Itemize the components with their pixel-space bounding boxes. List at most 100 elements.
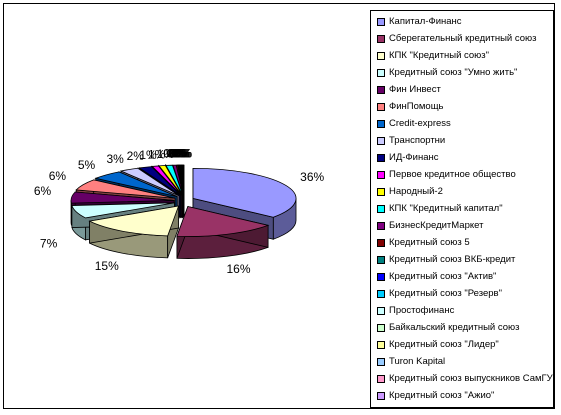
legend-item: ИД-Финанс [377, 149, 553, 166]
data-label: 0% [171, 147, 189, 161]
pie-slice [176, 206, 270, 259]
legend-label: Первое кредитное общество [389, 169, 516, 180]
legend-swatch [377, 51, 385, 60]
data-label: 0% [173, 147, 191, 161]
legend-swatch [377, 374, 385, 383]
legend-swatch [377, 85, 385, 94]
pie-slice-top [172, 164, 184, 196]
legend-swatch [377, 238, 385, 247]
legend-item: Народный-2 [377, 183, 553, 200]
legend-item: Кредитный союз "Умно жить" [377, 64, 553, 81]
legend-label: Кредитный союз "Ажио" [389, 390, 495, 401]
legend-label: Транспортни [389, 135, 446, 146]
data-label: 0% [163, 147, 181, 161]
legend-label: Кредитный союз 5 [389, 237, 470, 248]
data-label: 6% [34, 184, 52, 198]
pie-slice-top [70, 191, 175, 204]
legend-label: Простофинанс [389, 305, 455, 316]
legend-label: Народный-2 [389, 186, 443, 197]
legend-item: Кредитный союз выпускников СамГУ [377, 370, 553, 387]
pie-slice-top [94, 171, 178, 198]
legend-swatch [377, 255, 385, 264]
legend-item: Простофинанс [377, 302, 553, 319]
legend-item: Первое кредитное общество [377, 166, 553, 183]
legend-swatch [377, 306, 385, 315]
legend-item: Транспортни [377, 132, 553, 149]
data-label: 36% [300, 170, 324, 184]
legend-label: ИД-Финанс [389, 152, 439, 163]
legend-label: Кредитный союз "Лидер" [389, 339, 499, 350]
legend-label: КПК "Кредитный капитал" [389, 203, 503, 214]
pie-slice-top [158, 165, 183, 196]
data-label: 7% [40, 237, 58, 251]
legend-label: Кредитный союз "Актив" [389, 271, 497, 282]
legend-item: БизнесКредитМаркет [377, 217, 553, 234]
legend-swatch [377, 323, 385, 332]
data-label: 1% [148, 147, 166, 161]
legend-item: ФинПомощь [377, 98, 553, 115]
legend-item: Кредитный союз ВКБ-кредит [377, 251, 553, 268]
legend-label: Кредитный союз "Умно жить" [389, 67, 518, 78]
data-label: 16% [226, 262, 250, 276]
legend-label: Кредитный союз ВКБ-кредит [389, 254, 516, 265]
pie-chart: 36%16%15%7%6%6%5% 3% 2%1%1%1%0%0%0%0%0%0%0… [34, 147, 325, 277]
legend-swatch [377, 272, 385, 281]
legend-swatch [377, 153, 385, 162]
data-label: 0% [170, 147, 188, 161]
legend-item: Капитал-Финанс [377, 13, 553, 30]
legend-item: Credit-express [377, 115, 553, 132]
legend-item: Байкальский кредитный союз [377, 319, 553, 336]
chart-area: 36% 16% 15% 7% 6% 6% 5% 3% 2% 1% 1% 1% 0% 0% 0% 0% 0% 0% 0… [3, 3, 555, 409]
pie-slice-top [75, 179, 176, 199]
legend-item: Сберегательный кредитный союз [377, 30, 553, 47]
legend-swatch [377, 68, 385, 77]
legend-item: КПК "Кредитный капитал" [377, 200, 553, 217]
data-label: 0% [172, 147, 190, 161]
data-label: 0% [169, 147, 187, 161]
legend-swatch [377, 391, 385, 400]
legend-label: Капитал-Финанс [389, 16, 462, 27]
data-label: 15% [95, 259, 119, 273]
legend-swatch [377, 170, 385, 179]
data-label: 1% [157, 147, 175, 161]
legend-swatch [377, 102, 385, 111]
pie-slice-top [138, 166, 181, 196]
data-label: 0% [166, 147, 184, 161]
legend-item: Кредитный союз "Ажио" [377, 387, 553, 404]
legend-swatch [377, 221, 385, 230]
legend-label: Кредитный союз "Резерв" [389, 288, 502, 299]
legend-label: БизнесКредитМаркет [389, 220, 484, 231]
legend-label: Credit-express [389, 118, 451, 129]
legend-swatch [377, 187, 385, 196]
legend-item: Кредитный союз "Лидер" [377, 336, 553, 353]
legend-swatch [377, 17, 385, 26]
data-label: 6% [49, 169, 67, 183]
legend-label: Сберегательный кредитный союз [389, 33, 537, 44]
pie-slice-top [151, 165, 182, 196]
legend-item: КПК "Кредитный союз" [377, 47, 553, 64]
legend-swatch [377, 136, 385, 145]
pie-slice-top [119, 167, 180, 197]
legend-item: Кредитный союз "Актив" [377, 268, 553, 285]
legend-item: Кредитный союз 5 [377, 234, 553, 251]
legend-swatch [377, 119, 385, 128]
legend: Капитал-Финанс Сберегательный кредитный с… [370, 10, 554, 408]
legend-label: ФинПомощь [389, 101, 444, 112]
pie-slice-top [192, 168, 297, 218]
legend-swatch [377, 340, 385, 349]
legend-label: Байкальский кредитный союз [389, 322, 520, 333]
legend-swatch [377, 204, 385, 213]
legend-swatch [377, 289, 385, 298]
pie-slice-top [165, 164, 184, 196]
legend-label: КПК "Кредитный союз" [389, 50, 490, 61]
legend-label: Кредитный союз выпускников СамГУ [389, 373, 553, 384]
pie-slice-top [71, 202, 175, 219]
data-label: 5% [78, 158, 96, 172]
pie-slice [88, 205, 180, 259]
data-label: 2% [127, 149, 145, 163]
legend-item: Кредитный союз "Резерв" [377, 285, 553, 302]
legend-swatch [377, 34, 385, 43]
data-label: 0% [170, 147, 188, 161]
data-label: 1% [139, 148, 157, 162]
legend-label: Turon Kapital [389, 356, 446, 367]
